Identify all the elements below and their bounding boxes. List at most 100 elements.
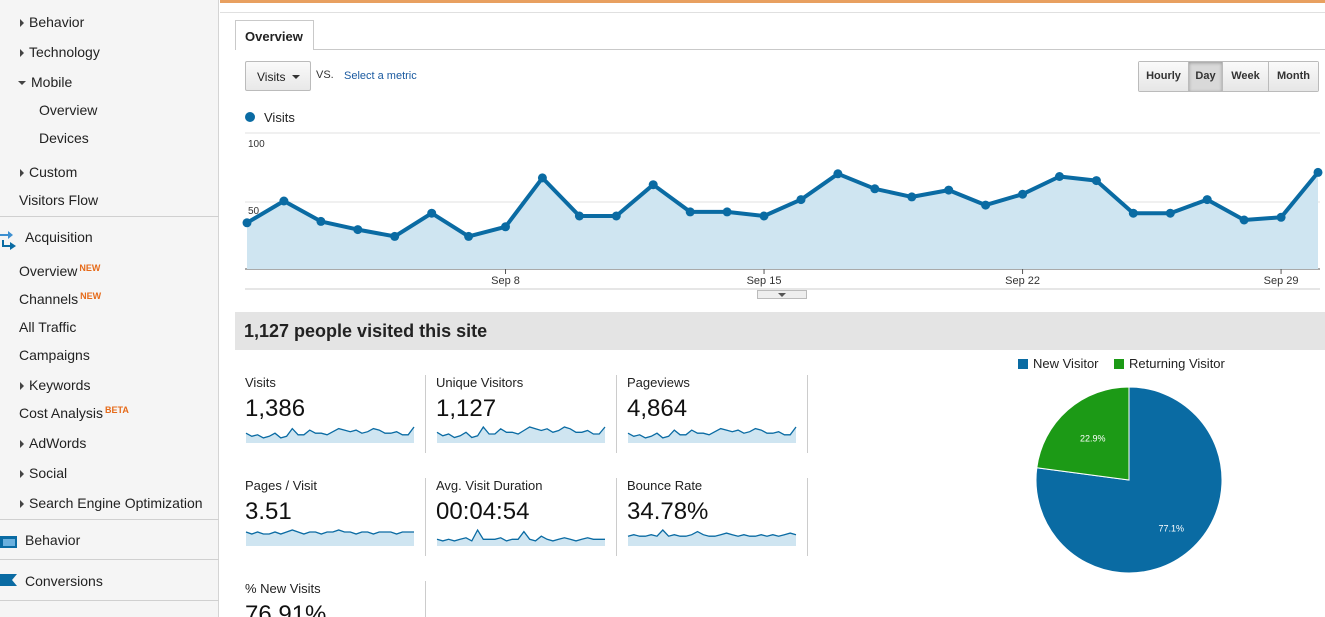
metric-label: % New Visits bbox=[245, 581, 321, 596]
x-axis-ticks: Sep 8 Sep 15 Sep 22 Sep 29 bbox=[491, 269, 1299, 287]
sidebar-item-cost-analysis[interactable]: Cost Analysis BETA bbox=[0, 405, 219, 421]
hourly-button[interactable]: Hourly bbox=[1139, 62, 1189, 91]
data-point-12[interactable] bbox=[685, 207, 695, 217]
metric-value: 76.91% bbox=[245, 601, 327, 617]
data-point-25[interactable] bbox=[1165, 208, 1175, 218]
visitor-type-pie-chart: 77.1% 22.9% bbox=[1035, 386, 1223, 574]
x-tick-label: Sep 8 bbox=[491, 275, 520, 287]
sidebar-item-label: Channels bbox=[19, 291, 79, 307]
sidebar-item-visitors-flow[interactable]: Visitors Flow bbox=[0, 192, 219, 208]
metric-value: 1,386 bbox=[245, 395, 306, 422]
section-label: Acquisition bbox=[25, 229, 93, 245]
sparkline bbox=[245, 426, 415, 443]
week-button[interactable]: Week bbox=[1223, 62, 1269, 91]
sidebar-item-campaigns[interactable]: Campaigns bbox=[0, 347, 219, 363]
day-button[interactable]: Day bbox=[1189, 62, 1223, 91]
pie-slice-returning-visitor[interactable] bbox=[1036, 386, 1130, 481]
metric-visits[interactable]: Visits 1,386 bbox=[235, 375, 426, 453]
tab-overview[interactable]: Overview bbox=[235, 20, 314, 50]
data-point-1[interactable] bbox=[279, 196, 289, 206]
sidebar-item-label: Search Engine Optimization bbox=[29, 495, 203, 511]
data-point-4[interactable] bbox=[390, 231, 400, 241]
data-point-10[interactable] bbox=[611, 211, 621, 221]
sidebar-item-behavior-sub[interactable]: Behavior bbox=[0, 14, 219, 30]
data-point-15[interactable] bbox=[796, 195, 806, 205]
returning-visitor-swatch-icon bbox=[1114, 359, 1124, 369]
data-point-7[interactable] bbox=[501, 222, 510, 232]
month-button[interactable]: Month bbox=[1269, 62, 1318, 91]
sidebar-section-acquisition[interactable]: Acquisition bbox=[0, 229, 219, 250]
sidebar-item-channels[interactable]: Channels NEW bbox=[0, 291, 219, 307]
metric-bounce-rate[interactable]: Bounce Rate 34.78% bbox=[617, 478, 808, 556]
sidebar-item-social[interactable]: Social bbox=[0, 465, 219, 481]
sidebar-item-mobile-devices[interactable]: Devices bbox=[0, 130, 219, 146]
sidebar-section-conversions[interactable]: Conversions bbox=[0, 573, 219, 589]
metric-pages-per-visit[interactable]: Pages / Visit 3.51 bbox=[235, 478, 426, 556]
metric-select-value: Visits bbox=[257, 70, 286, 84]
pie-slice-label: 77.1% bbox=[1159, 523, 1185, 533]
sidebar-item-acq-overview[interactable]: Overview NEW bbox=[0, 263, 219, 279]
data-point-17[interactable] bbox=[870, 184, 880, 194]
new-badge: NEW bbox=[79, 263, 101, 273]
data-point-14[interactable] bbox=[759, 211, 769, 221]
tab-label: Overview bbox=[245, 29, 303, 44]
data-point-5[interactable] bbox=[427, 208, 437, 218]
metric-select[interactable]: Visits bbox=[245, 61, 311, 91]
beta-badge: BETA bbox=[105, 405, 129, 415]
vs-label: VS. bbox=[316, 69, 334, 81]
data-point-9[interactable] bbox=[574, 211, 584, 221]
data-point-3[interactable] bbox=[353, 225, 363, 235]
sidebar-item-all-traffic[interactable]: All Traffic bbox=[0, 319, 219, 335]
data-point-6[interactable] bbox=[464, 231, 474, 241]
data-point-27[interactable] bbox=[1239, 215, 1249, 225]
metric-avg-visit-duration[interactable]: Avg. Visit Duration 00:04:54 bbox=[426, 478, 617, 556]
sparkline bbox=[436, 425, 606, 443]
visits-line bbox=[245, 171, 1320, 239]
metric-new-visits[interactable]: % New Visits 76.91% bbox=[235, 581, 426, 617]
data-point-19[interactable] bbox=[944, 185, 954, 195]
data-point-8[interactable] bbox=[537, 173, 547, 183]
metric-unique-visitors[interactable]: Unique Visitors 1,127 bbox=[426, 375, 617, 453]
data-point-11[interactable] bbox=[648, 180, 658, 190]
metric-label: Pageviews bbox=[627, 375, 690, 390]
chart-collapse-handle[interactable] bbox=[757, 290, 807, 299]
sidebar-item-label: All Traffic bbox=[19, 319, 77, 335]
sidebar-item-mobile[interactable]: Mobile bbox=[0, 74, 219, 90]
data-point-16[interactable] bbox=[833, 169, 843, 179]
select-metric-link[interactable]: Select a metric bbox=[344, 70, 417, 82]
sidebar-item-custom[interactable]: Custom bbox=[0, 164, 219, 180]
data-point-2[interactable] bbox=[316, 216, 326, 226]
sidebar-item-keywords[interactable]: Keywords bbox=[0, 377, 219, 393]
data-point-18[interactable] bbox=[907, 192, 917, 202]
sidebar-item-mobile-overview[interactable]: Overview bbox=[0, 102, 219, 118]
data-point-28[interactable] bbox=[1276, 212, 1286, 222]
data-point-29[interactable] bbox=[1313, 167, 1323, 177]
metric-pageviews[interactable]: Pageviews 4,864 bbox=[617, 375, 808, 453]
sidebar-item-adwords[interactable]: AdWords bbox=[0, 435, 219, 451]
metric-label: Avg. Visit Duration bbox=[436, 478, 543, 493]
data-point-22[interactable] bbox=[1055, 172, 1064, 181]
legend-returning-visitor: Returning Visitor bbox=[1114, 356, 1225, 371]
sparkline-area bbox=[628, 530, 796, 546]
summary-banner: 1,127 people visited this site bbox=[235, 312, 1325, 350]
sidebar-item-seo[interactable]: Search Engine Optimization bbox=[0, 495, 219, 511]
data-point-26[interactable] bbox=[1202, 195, 1212, 205]
legend-new-visitor: New Visitor bbox=[1018, 356, 1099, 371]
data-point-20[interactable] bbox=[981, 200, 991, 210]
x-tick-label: Sep 22 bbox=[1005, 275, 1040, 287]
sidebar: Behavior Technology Mobile Overview Devi… bbox=[0, 0, 219, 617]
data-point-21[interactable] bbox=[1018, 189, 1028, 199]
sidebar-item-technology[interactable]: Technology bbox=[0, 44, 219, 60]
sparkline bbox=[627, 426, 797, 443]
sidebar-divider bbox=[0, 519, 219, 520]
sparkline-area bbox=[246, 427, 414, 443]
data-point-0[interactable] bbox=[242, 218, 252, 228]
data-point-13[interactable] bbox=[722, 207, 732, 217]
sidebar-item-label: AdWords bbox=[29, 435, 87, 451]
sidebar-section-behavior[interactable]: Behavior bbox=[0, 532, 219, 548]
data-point-23[interactable] bbox=[1091, 176, 1101, 186]
data-point-24[interactable] bbox=[1128, 208, 1138, 218]
sparkline bbox=[245, 529, 414, 546]
sparkline-area bbox=[437, 427, 605, 443]
